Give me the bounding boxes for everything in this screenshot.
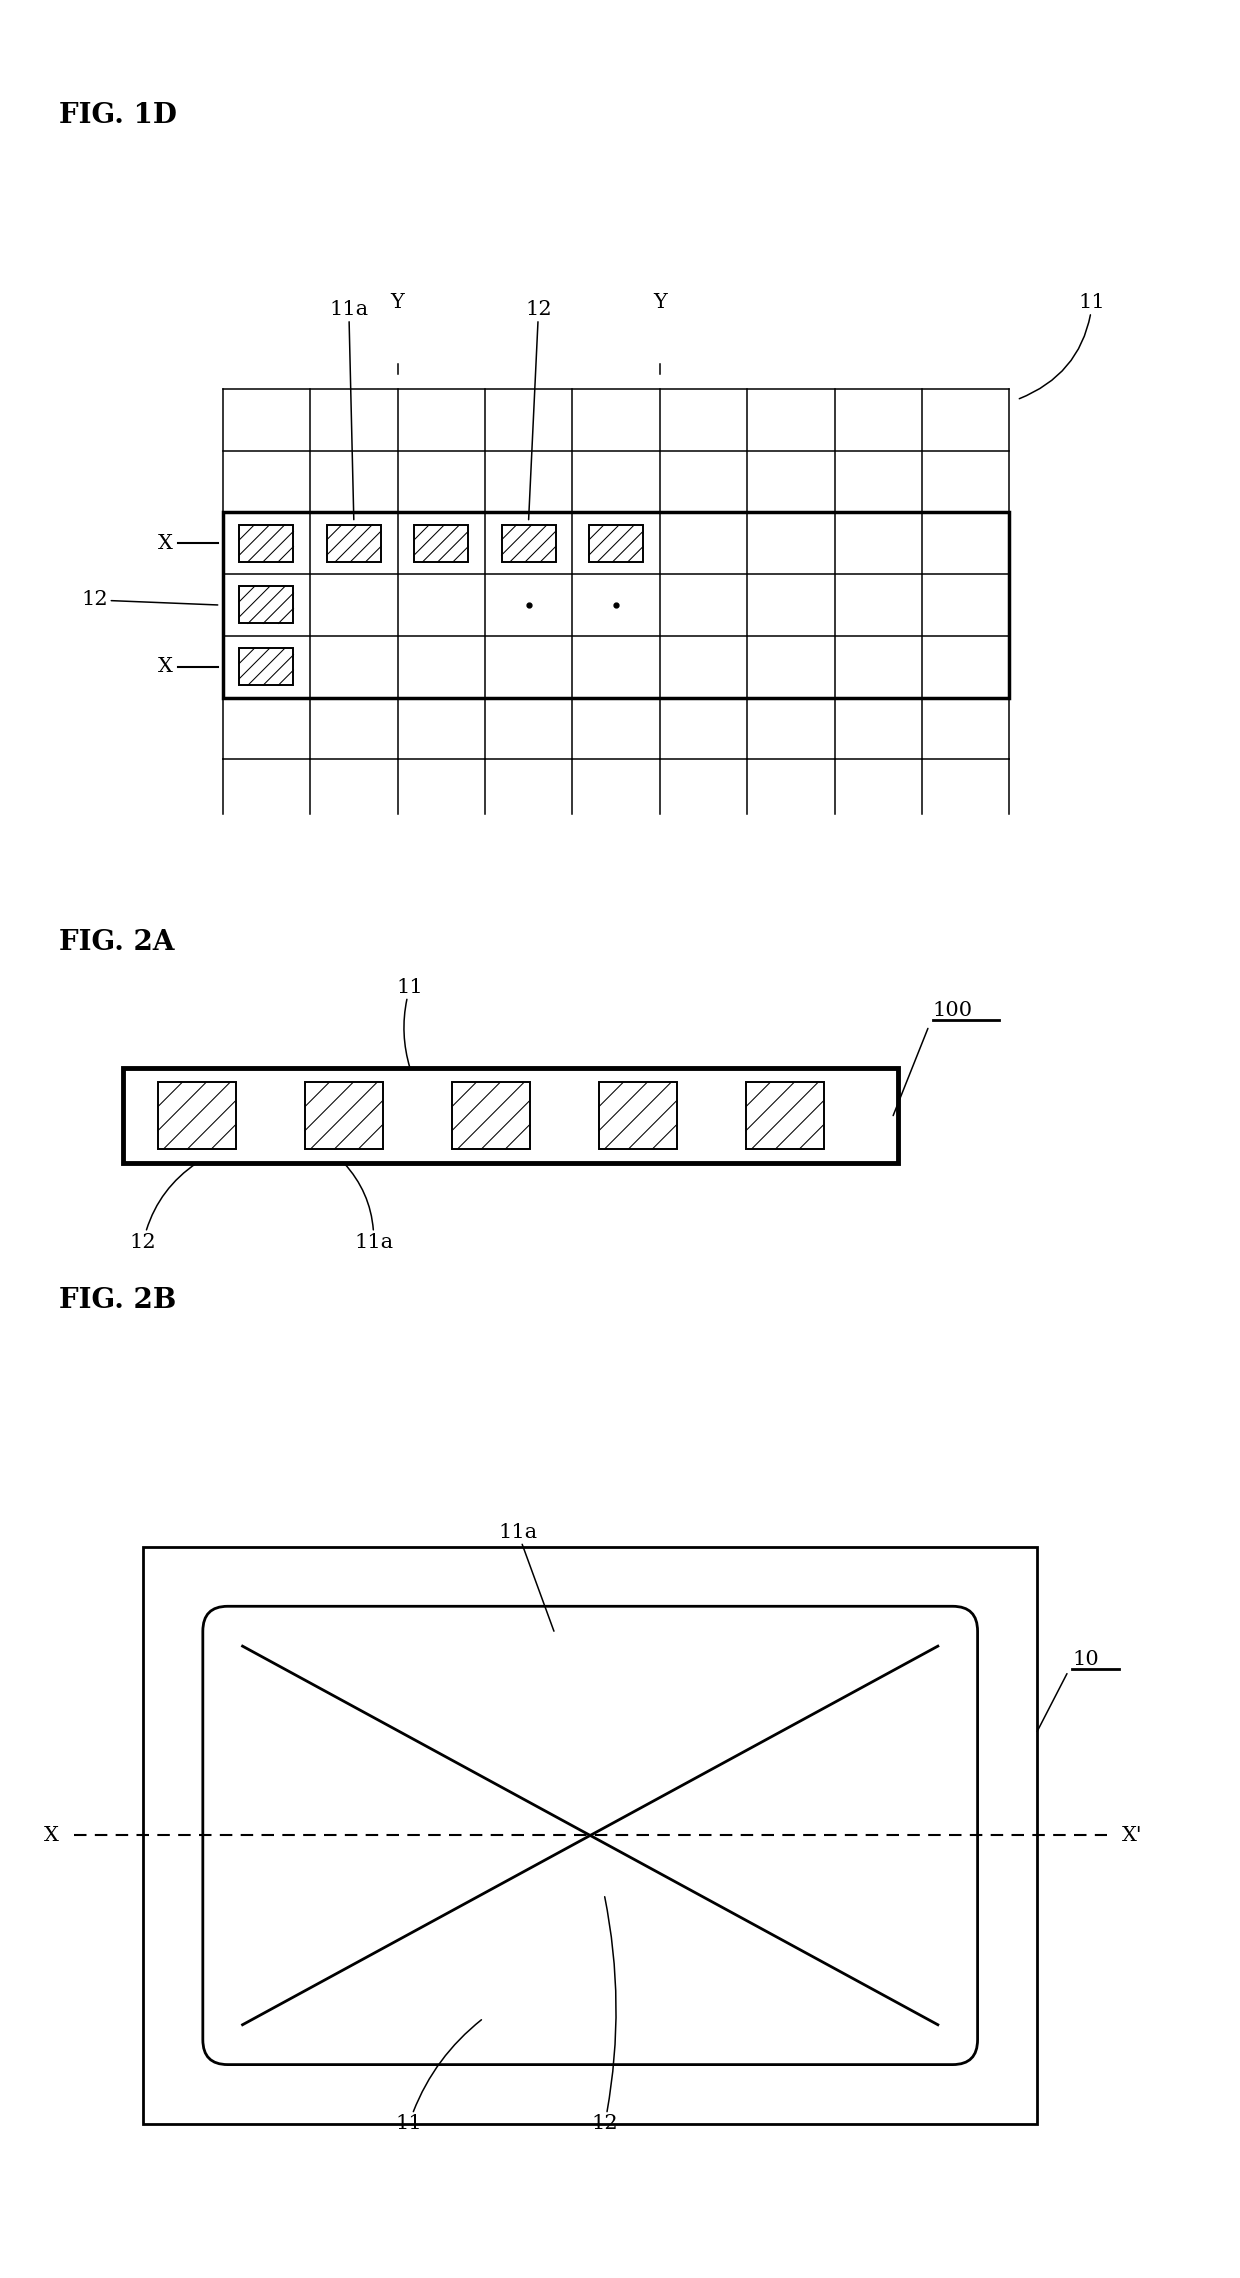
Text: X: X <box>43 1827 58 1845</box>
Bar <box>453 1082 529 1148</box>
Bar <box>223 513 1009 697</box>
Bar <box>746 1082 823 1148</box>
Text: 10: 10 <box>1071 1649 1099 1670</box>
Text: 100: 100 <box>932 1002 973 1021</box>
Text: 12: 12 <box>130 1162 197 1251</box>
Text: 11: 11 <box>1019 294 1106 399</box>
Bar <box>501 524 556 563</box>
Bar <box>144 1547 1037 2125</box>
Text: 12: 12 <box>591 1898 618 2134</box>
Text: X': X' <box>1122 1827 1142 1845</box>
Bar <box>159 1082 236 1148</box>
Text: Y: Y <box>391 294 404 312</box>
Bar <box>414 524 469 563</box>
Text: 11a: 11a <box>498 1522 554 1631</box>
Bar <box>599 1082 677 1148</box>
Bar <box>239 524 294 563</box>
Bar <box>326 524 381 563</box>
Text: X: X <box>159 658 174 677</box>
Text: FIG. 1D: FIG. 1D <box>58 103 176 130</box>
Text: X: X <box>159 533 174 554</box>
Text: Y: Y <box>652 294 667 312</box>
Bar <box>123 1068 898 1162</box>
Text: 11: 11 <box>397 977 423 1068</box>
Text: 12: 12 <box>82 590 218 611</box>
Text: FIG. 2A: FIG. 2A <box>58 929 175 957</box>
Bar <box>239 585 294 624</box>
Text: FIG. 2B: FIG. 2B <box>58 1287 176 1314</box>
Bar <box>589 524 644 563</box>
Bar <box>239 649 294 686</box>
Text: 11a: 11a <box>330 301 368 519</box>
Text: 11a: 11a <box>343 1162 393 1251</box>
Text: 12: 12 <box>526 301 552 519</box>
Bar <box>305 1082 383 1148</box>
Text: 11: 11 <box>396 2021 481 2134</box>
